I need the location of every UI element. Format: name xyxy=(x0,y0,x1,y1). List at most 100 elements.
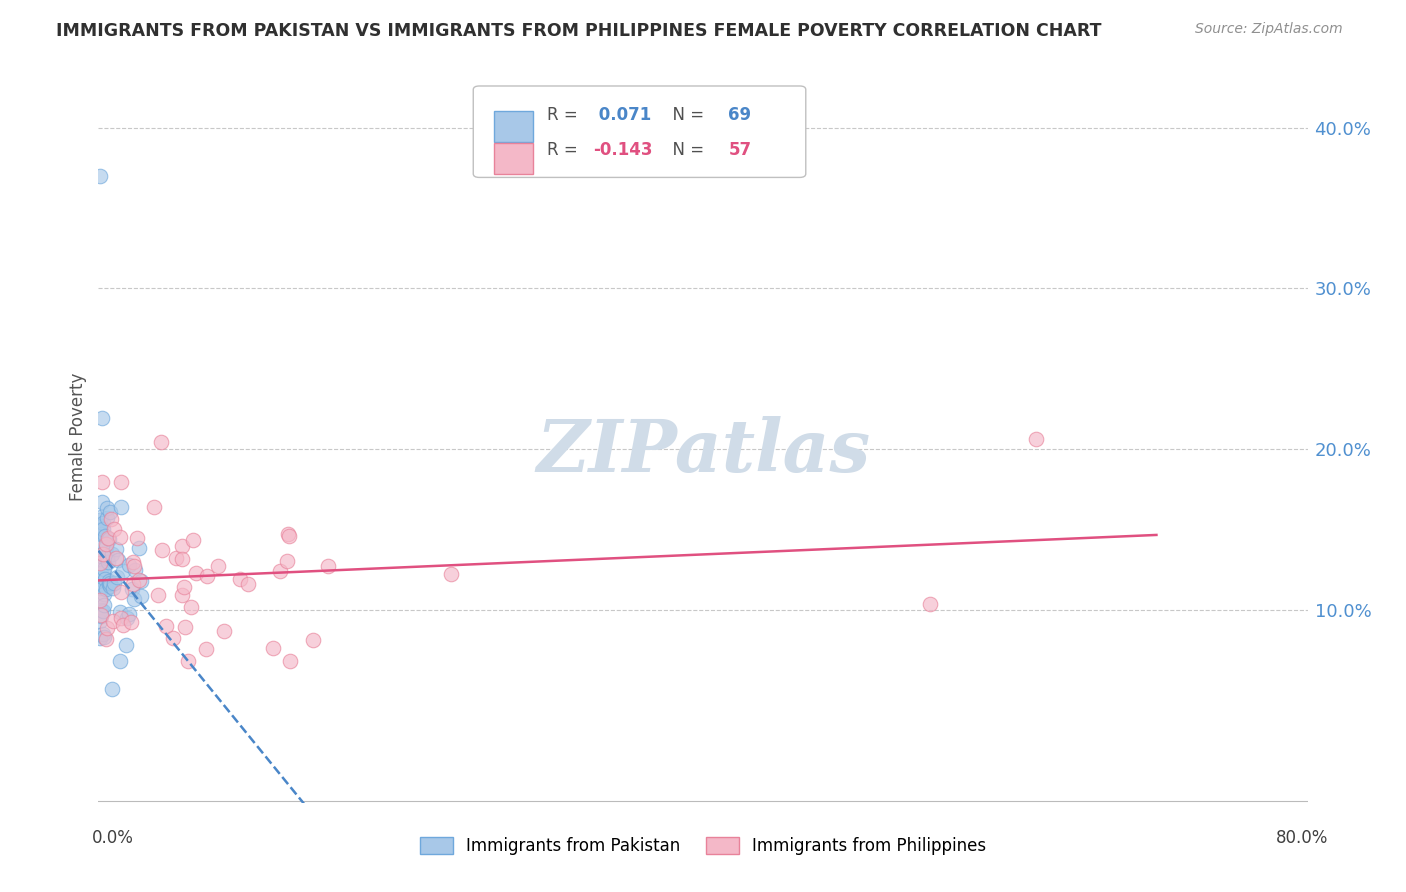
Point xyxy=(94,632,117,647)
Point xyxy=(90,519,112,533)
Point xyxy=(195,641,218,656)
Point xyxy=(90,549,112,564)
Point xyxy=(440,566,463,581)
Point xyxy=(89,169,111,183)
Point xyxy=(143,500,166,514)
Point xyxy=(108,530,131,544)
Point xyxy=(90,527,112,541)
Point xyxy=(114,638,136,652)
Point xyxy=(124,592,146,607)
Point xyxy=(94,540,117,554)
Point xyxy=(89,592,111,607)
Point xyxy=(173,620,195,634)
Point xyxy=(212,624,235,639)
Point xyxy=(108,605,131,619)
Point xyxy=(89,571,111,585)
Point xyxy=(91,581,114,595)
Point xyxy=(93,630,115,644)
Point xyxy=(90,607,112,622)
Point xyxy=(90,475,112,489)
Point xyxy=(98,576,121,591)
Point xyxy=(150,434,173,449)
Point xyxy=(117,611,139,625)
Point xyxy=(120,615,142,629)
Point xyxy=(96,500,118,515)
Point xyxy=(121,582,143,597)
Point xyxy=(96,551,118,566)
Point xyxy=(93,599,115,613)
FancyBboxPatch shape xyxy=(474,86,806,178)
Point xyxy=(96,621,118,635)
Point xyxy=(91,411,114,425)
Text: ZIPatlas: ZIPatlas xyxy=(536,417,870,487)
Point xyxy=(90,525,112,540)
Point xyxy=(112,618,135,632)
Point xyxy=(1024,433,1046,447)
Point xyxy=(89,523,111,537)
Point xyxy=(98,575,121,590)
Point xyxy=(90,609,112,624)
Point xyxy=(110,475,132,489)
Point xyxy=(96,510,118,524)
Point xyxy=(110,611,132,625)
Point xyxy=(89,631,111,645)
Point xyxy=(91,604,114,618)
Point xyxy=(103,581,125,595)
Point xyxy=(269,564,291,578)
Point xyxy=(162,631,184,645)
Point xyxy=(89,591,111,605)
Text: R =: R = xyxy=(547,106,583,124)
Bar xyxy=(494,144,533,174)
Point xyxy=(180,599,202,614)
Legend: Immigrants from Pakistan, Immigrants from Philippines: Immigrants from Pakistan, Immigrants fro… xyxy=(413,830,993,862)
Point xyxy=(93,562,115,576)
Point xyxy=(96,549,118,563)
Point xyxy=(316,558,339,573)
Point xyxy=(173,580,195,594)
Point xyxy=(97,555,120,569)
Point xyxy=(165,550,187,565)
Point xyxy=(184,566,207,580)
Point xyxy=(98,533,121,547)
Text: -0.143: -0.143 xyxy=(593,141,652,159)
Point xyxy=(105,570,128,584)
Text: 80.0%: 80.0% xyxy=(1277,829,1329,847)
Point xyxy=(195,568,218,582)
Point xyxy=(277,529,299,543)
Text: R =: R = xyxy=(547,141,583,159)
Point xyxy=(91,566,114,580)
Text: N =: N = xyxy=(662,106,709,124)
Point xyxy=(181,533,204,547)
Bar xyxy=(494,112,533,142)
Point xyxy=(170,588,193,602)
Point xyxy=(129,589,152,603)
Text: 69: 69 xyxy=(728,106,752,124)
Point xyxy=(90,603,112,617)
Point xyxy=(129,574,152,589)
Point xyxy=(122,558,145,573)
Point xyxy=(110,500,132,514)
Point xyxy=(107,553,129,567)
Point xyxy=(96,537,118,551)
Point xyxy=(89,557,111,571)
Point xyxy=(91,626,114,640)
Point xyxy=(111,564,134,578)
Point xyxy=(170,539,193,553)
Point xyxy=(91,522,114,536)
Point xyxy=(276,554,298,568)
Point xyxy=(89,556,111,570)
Point xyxy=(170,551,193,566)
Point xyxy=(91,548,114,562)
Point xyxy=(91,516,114,530)
Text: 0.0%: 0.0% xyxy=(91,829,134,847)
Y-axis label: Female Poverty: Female Poverty xyxy=(69,373,87,501)
Point xyxy=(118,607,141,622)
Point xyxy=(91,495,114,509)
Point xyxy=(918,597,941,611)
Point xyxy=(89,581,111,595)
Point xyxy=(100,682,122,697)
Point xyxy=(146,588,169,602)
Point xyxy=(103,522,125,536)
Point xyxy=(93,587,115,601)
Point xyxy=(278,654,301,668)
